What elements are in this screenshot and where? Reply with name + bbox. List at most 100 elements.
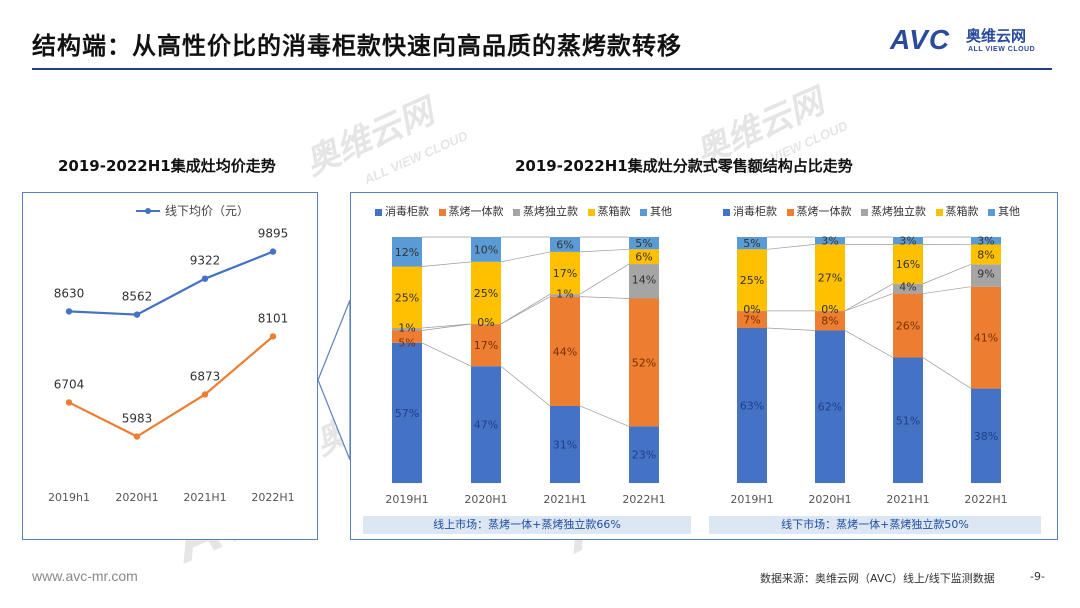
data-label: 6% [556, 238, 573, 251]
logo-sub: ALL VIEW CLOUD [968, 46, 1036, 53]
data-label: 9322 [190, 254, 221, 268]
data-label: 12% [395, 246, 419, 259]
x-tick-label: 2019H1 [730, 493, 773, 506]
data-label: 6704 [54, 377, 85, 391]
data-label: 5% [635, 237, 652, 250]
bar-segment [815, 310, 845, 312]
series-connector [766, 244, 816, 250]
data-label: 6% [635, 251, 652, 264]
legend-label: 其他 [998, 205, 1020, 218]
stacked-bar-charts: 57% 5% 1% 25% 12% 2019H1 47% 17% 0% 25% 10% 2020H1 3… [385, 235, 1007, 506]
data-label: 9895 [258, 227, 289, 241]
legend-label: 消毒柜款 [733, 205, 777, 218]
bar-segment [815, 237, 845, 245]
legend-swatch [988, 208, 995, 216]
bar-segment [893, 237, 923, 245]
page-number: -9- [1030, 570, 1045, 583]
legend-swatch [587, 208, 595, 216]
legend-swatch [861, 208, 868, 216]
offline-caption: 线下市场：蒸烤一体+蒸烤独立款50% [709, 516, 1041, 534]
bar-segment [392, 266, 422, 329]
bar-segment [550, 294, 580, 297]
bar-segment [815, 244, 845, 311]
series-connector [421, 261, 472, 267]
series-connector [500, 293, 551, 325]
data-label: 8% [821, 315, 838, 328]
bar-segment [815, 310, 845, 331]
data-label: 62% [818, 401, 842, 414]
data-label: 31% [553, 438, 577, 451]
data-label: 14% [632, 273, 656, 286]
data-label: 8% [977, 248, 994, 261]
x-tick-label: 2020H1 [464, 493, 507, 506]
data-label: 10% [474, 243, 498, 256]
header-rule [32, 68, 1052, 70]
connector-arrow [317, 300, 350, 460]
series-connector [922, 264, 972, 285]
data-label: 6873 [190, 369, 221, 383]
data-point [65, 308, 73, 315]
series-connector [579, 405, 630, 427]
series-connector [500, 365, 551, 407]
series-connector [579, 296, 630, 299]
series-line-0 [68, 250, 274, 316]
data-point [133, 311, 141, 318]
footer-url[interactable]: www.avc-mr.com [32, 568, 138, 584]
legend-swatch [935, 208, 943, 216]
series-connector [844, 293, 894, 312]
bar-segment [471, 323, 501, 325]
data-label: 57% [395, 407, 419, 420]
data-point [201, 275, 209, 282]
footer-source: 数据来源：奥维云网（AVC）线上/线下监测数据 [760, 572, 995, 585]
logo-brand: AVC [890, 24, 951, 55]
data-label: 27% [818, 272, 842, 285]
legend-label: 蒸烤一体款 [448, 205, 504, 218]
bar-segment [550, 296, 580, 406]
bar-segment [971, 244, 1001, 265]
bar-segment [471, 237, 501, 262]
legend-label: 蒸箱款 [597, 205, 631, 218]
legend-label: 消毒柜款 [385, 205, 429, 218]
data-point [133, 433, 141, 440]
legend-label: 蒸烤独立款 [523, 205, 578, 218]
data-label: 0% [821, 303, 838, 316]
bar-segment [471, 261, 501, 324]
data-point [269, 333, 277, 340]
bar-segment [629, 237, 659, 250]
data-label: 17% [553, 267, 577, 280]
data-label: 16% [896, 258, 920, 271]
x-tick-label: 2021H1 [886, 493, 929, 506]
legend-swatch [513, 208, 520, 216]
series-connector [500, 296, 551, 325]
bar-segment [629, 264, 659, 299]
data-label: 4% [899, 281, 916, 294]
avc-logo: AVC 奥维云网 ALL VIEW CLOUD [890, 22, 1060, 62]
data-label: 52% [632, 356, 656, 369]
left-chart-title: 2019-2022H1集成灶均价走势 [58, 157, 276, 175]
x-tick-label: 2019H1 [385, 493, 428, 506]
series-connector [500, 251, 551, 263]
data-label: 23% [632, 449, 656, 462]
data-label: 8101 [258, 311, 289, 325]
line-chart: 线下均价（元） 8630 8562 9322 9895 6704 5983 6873 8101 2… [48, 204, 295, 504]
legend-swatch [438, 208, 446, 216]
bar-segment [629, 249, 659, 265]
data-label: 8562 [122, 290, 153, 304]
bar-segment [629, 298, 659, 427]
series-connector [579, 248, 630, 253]
bar-segment [737, 328, 767, 483]
data-point [201, 391, 209, 398]
x-tick-label: 2021H1 [183, 491, 226, 504]
data-label: 47% [474, 419, 498, 432]
data-label: 17% [474, 339, 498, 352]
page-title: 结构端：从高性价比的消毒柜款快速向高品质的蒸烤款转移 [32, 32, 682, 60]
bar-segment [737, 310, 767, 312]
data-label: 51% [896, 414, 920, 427]
data-label: 25% [740, 274, 764, 287]
bar-segment [737, 310, 767, 329]
logo-cn: 奥维云网 [966, 27, 1027, 45]
online-caption: 线上市场：蒸烤一体+蒸烤独立款66% [363, 516, 691, 534]
bar-segment [392, 328, 422, 331]
series-connector [844, 330, 894, 358]
data-label: 9% [977, 268, 994, 281]
